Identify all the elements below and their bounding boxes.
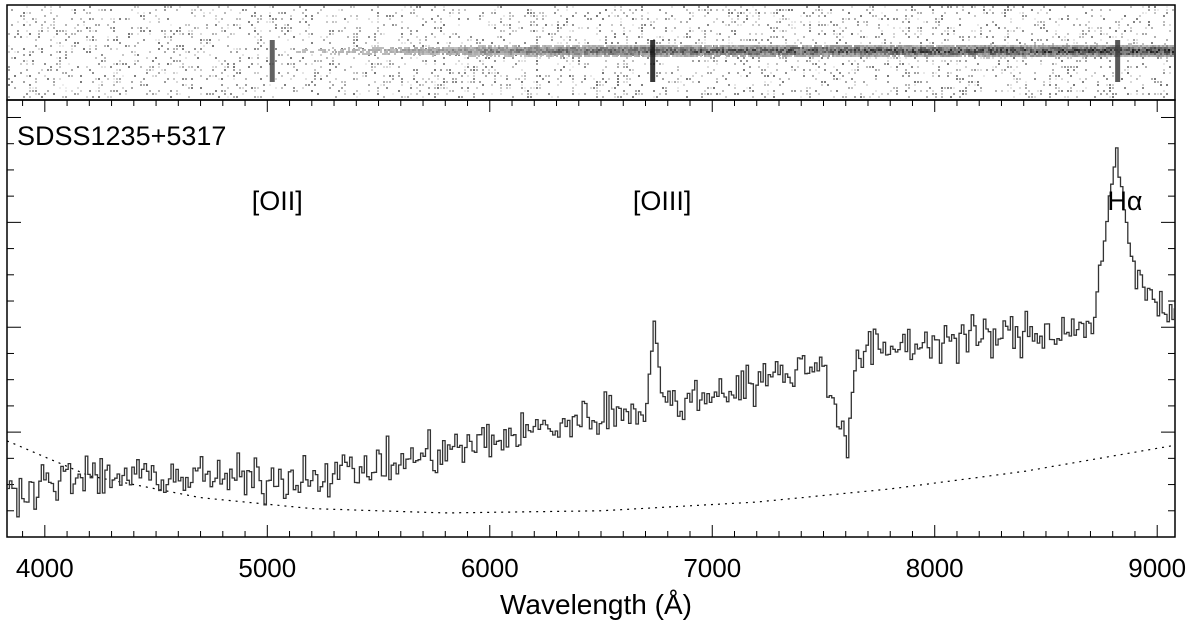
emission-line-labels: [OII] [OIII] Hα	[252, 186, 1143, 216]
x-tick-label: 6000	[461, 553, 519, 583]
emission-line-label: [OII]	[252, 186, 303, 216]
x-tick-label: 9000	[1128, 553, 1186, 583]
x-tick-labels: 4000 5000 6000 7000 8000 9000	[16, 553, 1186, 583]
axis-ticks	[7, 100, 1175, 538]
emission-line-label: [OIII]	[633, 186, 692, 216]
x-tick-label: 4000	[16, 553, 74, 583]
spectrum-series-line	[7, 147, 1175, 518]
emission-line-label: Hα	[1107, 186, 1142, 216]
spectrum-2d-panel	[6, 4, 1176, 101]
x-tick-label: 8000	[906, 553, 964, 583]
x-tick-label: 7000	[683, 553, 741, 583]
plot-frame	[6, 99, 1176, 538]
emission-feature-2d	[1115, 40, 1121, 82]
x-axis-title: Wavelength (Å)	[500, 589, 692, 620]
spectrum-1d-panel: 4000 5000 6000 7000 8000 9000 [OII] [OIII] Hα S…	[6, 99, 1186, 620]
spectrum-2d-trace	[296, 43, 1174, 59]
emission-feature-2d	[269, 40, 275, 82]
object-name: SDSS1235+5317	[17, 121, 226, 151]
spectrum-2d-emission-features	[269, 40, 1121, 82]
continuum-model-line	[6, 440, 1173, 514]
x-tick-label: 5000	[238, 553, 296, 583]
emission-feature-2d	[650, 40, 656, 82]
